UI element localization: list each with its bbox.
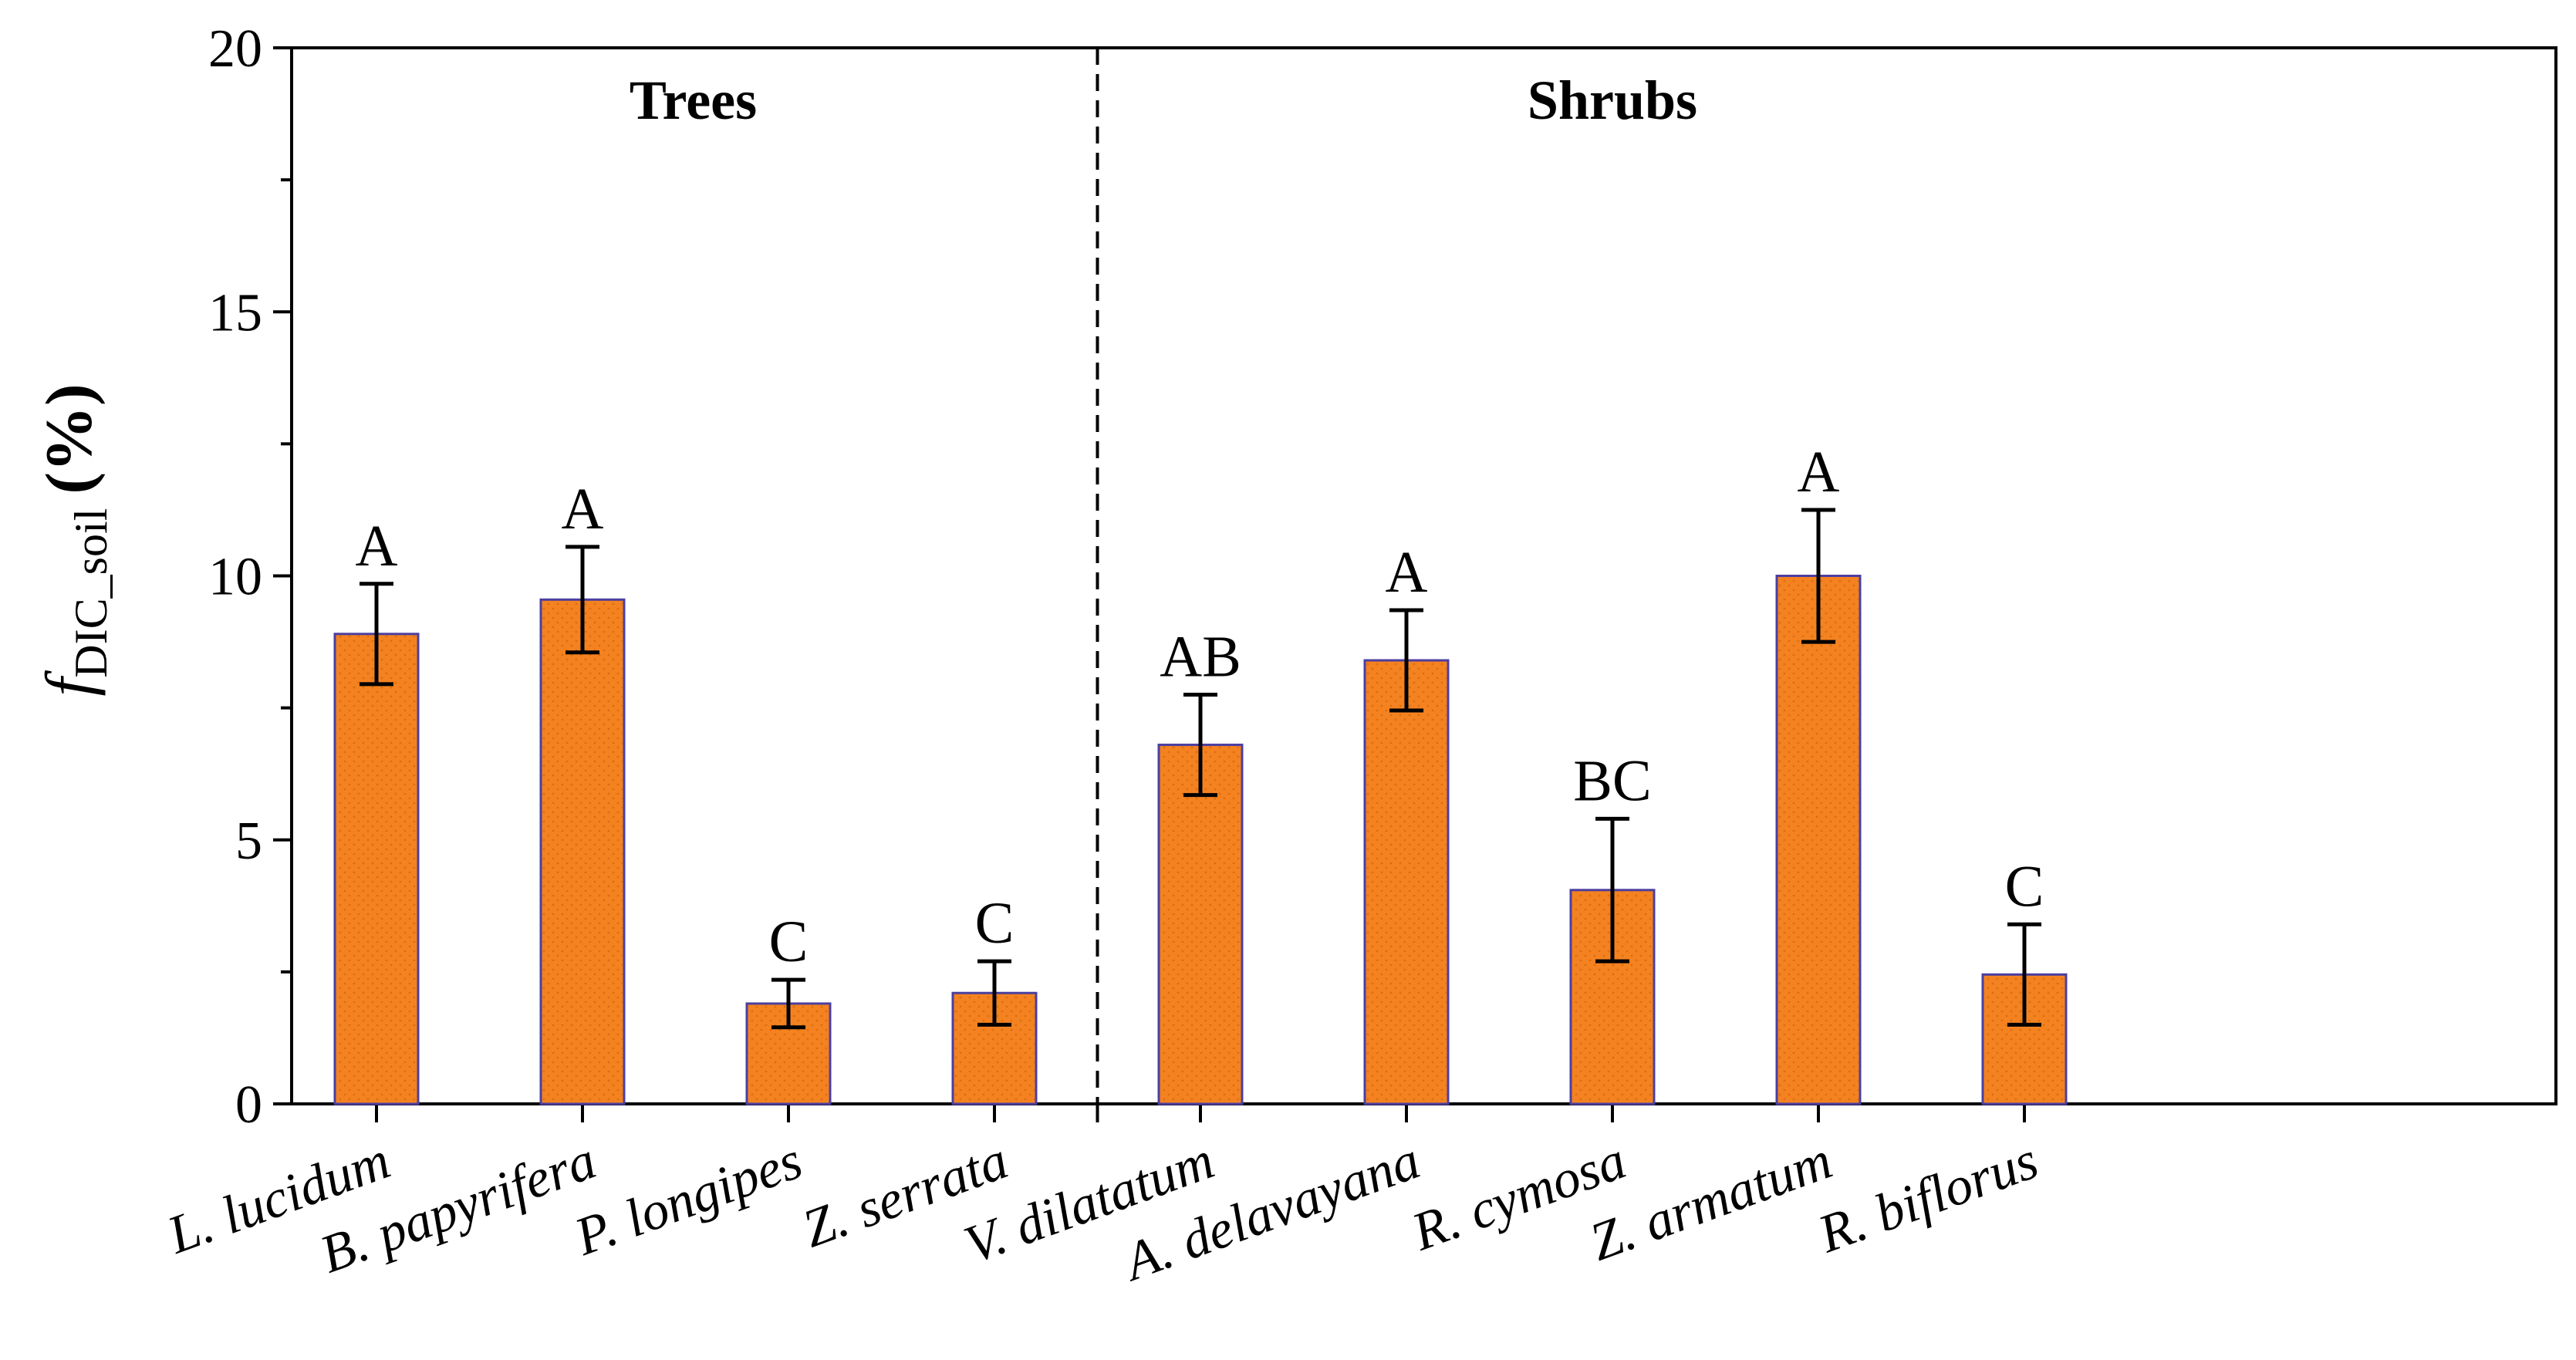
x-tick-label-group: P. longipes — [567, 1131, 810, 1267]
x-tick-label-group: R. biflorus — [1810, 1131, 2045, 1265]
y-tick-label: 20 — [208, 19, 262, 79]
y-tick-label: 15 — [208, 283, 262, 343]
significance-label: A — [356, 514, 398, 579]
svg-text:fDIC_soil(%): fDIC_soil(%) — [32, 383, 116, 696]
group-label-trees: Trees — [630, 69, 757, 131]
significance-label: C — [769, 909, 809, 974]
x-tick-label: P. longipes — [567, 1131, 810, 1267]
significance-label: A — [1386, 540, 1428, 605]
significance-label: A — [1798, 440, 1840, 505]
y-tick-label: 10 — [208, 548, 262, 607]
significance-label: C — [975, 891, 1015, 956]
y-axis-label-subscript: DIC_soil — [66, 508, 116, 678]
y-tick-label: 5 — [235, 812, 262, 871]
y-axis-label: fDIC_soil(%) — [32, 383, 116, 696]
group-label-shrubs: Shrubs — [1528, 69, 1697, 131]
bar-texture — [336, 635, 417, 1102]
x-tick-label: R. biflorus — [1810, 1131, 2045, 1265]
significance-label: A — [562, 477, 604, 542]
significance-label: C — [2005, 854, 2044, 919]
significance-label: AB — [1160, 625, 1241, 690]
bar-texture — [1366, 662, 1447, 1102]
significance-label: BC — [1573, 748, 1651, 813]
bar-texture — [1778, 577, 1859, 1102]
bar-texture — [1160, 746, 1241, 1102]
y-axis-label-unit: (%) — [32, 383, 106, 494]
y-tick-label: 0 — [235, 1075, 262, 1135]
bar-texture — [542, 601, 623, 1102]
